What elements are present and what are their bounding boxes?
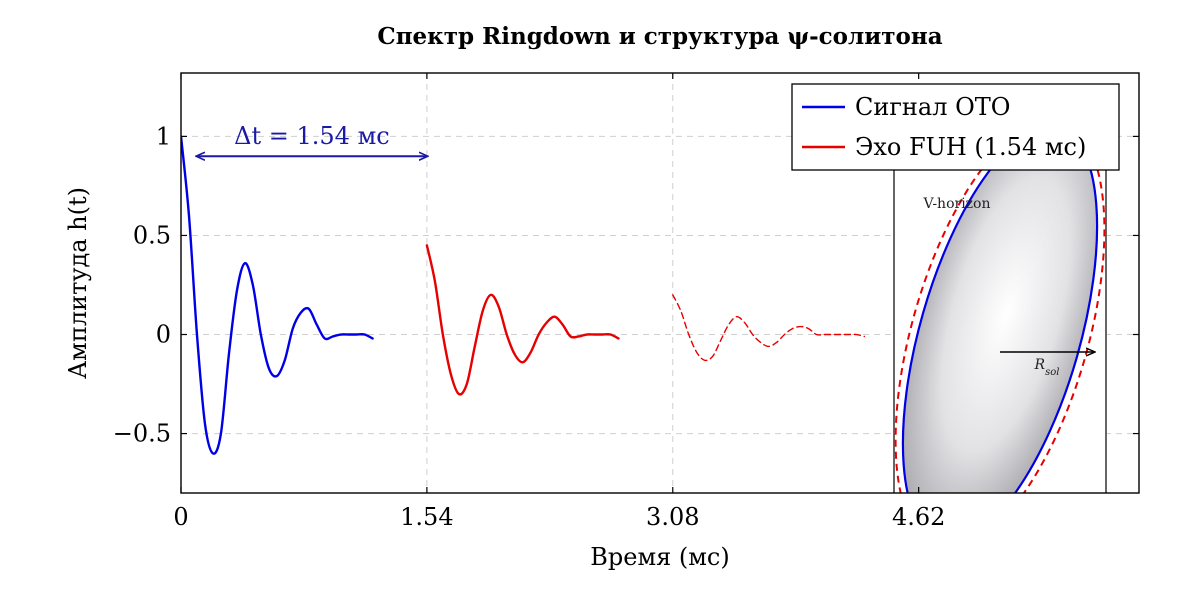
legend-label-1: Эхо FUH (1.54 мс) [855, 133, 1086, 161]
x-axis-label: Время (мс) [590, 543, 729, 571]
x-tick-label: 4.62 [892, 503, 945, 531]
y-axis-label: Амплитуда h(t) [64, 187, 92, 379]
soliton-body [902, 127, 1098, 493]
y-tick-label: 1 [156, 122, 171, 150]
legend-label-0: Сигнал ОТО [855, 93, 1010, 121]
series-lines [181, 135, 866, 455]
y-tick-label: −0.5 [113, 420, 171, 448]
delta-t-label: Δt = 1.54 мс [234, 122, 390, 150]
series-line-1 [425, 244, 620, 396]
chart-title: Спектр Ringdown и структура ψ-солитона [377, 23, 942, 50]
y-tick-label: 0 [156, 321, 171, 349]
x-tick-label: 1.54 [400, 503, 453, 531]
legend-box [791, 83, 1120, 171]
legend: Сигнал ОТО Эхо FUH (1.54 мс) [791, 83, 1120, 171]
horizon-label: V-horizon [923, 196, 991, 212]
delta-t-annotation: Δt = 1.54 мс [197, 122, 427, 156]
series-line-2 [672, 294, 866, 362]
series-line-0 [181, 135, 374, 455]
x-tick-label: 0 [173, 503, 188, 531]
x-tick-label: 3.08 [646, 503, 699, 531]
plot-frame [180, 72, 1140, 494]
y-tick-label: 0.5 [133, 221, 171, 249]
axis-ticks: 0 1.54 3.08 4.62 1 0.5 0 −0.5 [113, 73, 1139, 531]
